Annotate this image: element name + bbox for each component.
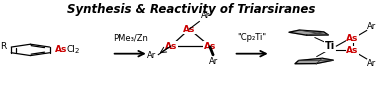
Text: PMe₃/Zn: PMe₃/Zn	[113, 33, 148, 42]
Text: As: As	[203, 42, 216, 51]
Text: "Cp₂Ti": "Cp₂Ti"	[237, 33, 267, 42]
Polygon shape	[289, 30, 328, 35]
Text: As: As	[54, 45, 67, 54]
Text: As: As	[347, 34, 359, 43]
Text: Ar: Ar	[367, 59, 376, 68]
Text: Cl: Cl	[67, 45, 76, 54]
Text: Ti: Ti	[325, 41, 335, 51]
Text: Ar: Ar	[147, 51, 156, 60]
Text: 2: 2	[74, 48, 78, 54]
Polygon shape	[295, 58, 333, 64]
Text: Ar: Ar	[201, 11, 211, 20]
Text: Synthesis & Reactivity of Triarsiranes: Synthesis & Reactivity of Triarsiranes	[67, 3, 315, 16]
Text: R: R	[0, 42, 6, 51]
Text: As: As	[347, 46, 359, 55]
Text: As: As	[165, 42, 177, 51]
Text: As: As	[183, 25, 195, 34]
Text: Ar: Ar	[367, 22, 376, 31]
Text: Ar: Ar	[209, 57, 218, 66]
